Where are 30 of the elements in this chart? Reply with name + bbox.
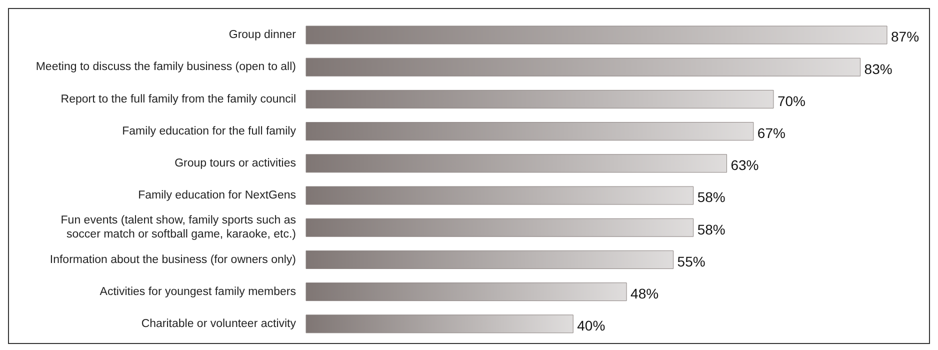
data-label: 67% xyxy=(757,125,786,142)
data-label: 55% xyxy=(677,253,706,270)
bar xyxy=(306,314,574,334)
y-tick-label: Family education for NextGens xyxy=(138,190,296,202)
bar xyxy=(306,26,888,44)
data-label: 58% xyxy=(697,221,726,238)
y-tick-label: Meeting to discuss the family business (open to all) xyxy=(36,61,296,74)
bar xyxy=(306,282,627,302)
data-label: 48% xyxy=(630,286,659,302)
y-tick-label: Information about the business (for owners only) xyxy=(50,254,296,266)
y-tick-label: Fun events (talent show, family sports such as soccer match or softball game, karaoke, etc.) xyxy=(60,214,296,241)
y-tick-label: Activities for youngest family members xyxy=(100,286,296,298)
data-label: 87% xyxy=(891,28,920,45)
bar xyxy=(306,58,861,76)
y-tick-label: Group dinner xyxy=(228,29,296,42)
data-label: 83% xyxy=(864,60,892,77)
data-label: 70% xyxy=(777,92,806,109)
y-tick-label: Charitable or volunteer activity xyxy=(141,318,296,330)
bar xyxy=(306,186,694,205)
bar xyxy=(306,218,694,237)
bar xyxy=(306,250,674,269)
data-label: 63% xyxy=(730,157,759,174)
data-label: 40% xyxy=(577,318,606,334)
y-tick-label: Family education for the full family xyxy=(122,125,296,138)
bar xyxy=(306,122,754,141)
bar xyxy=(306,90,774,108)
y-tick-label: Report to the full family from the family council xyxy=(60,93,296,106)
y-tick-label: Group tours or activities xyxy=(174,157,296,170)
data-label: 58% xyxy=(697,189,726,206)
bar xyxy=(306,154,727,173)
